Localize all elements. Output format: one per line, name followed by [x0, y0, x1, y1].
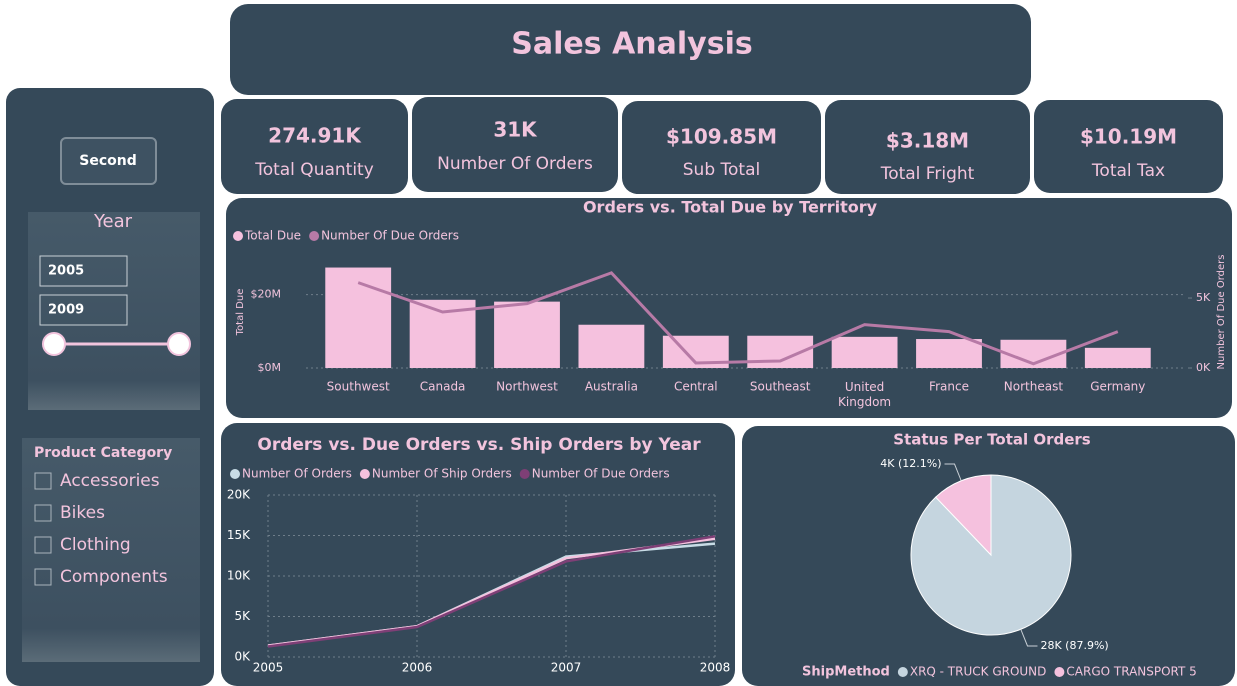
y-tick-label: 20K — [227, 488, 251, 502]
kpi-card — [412, 97, 618, 192]
pie-slice — [935, 474, 992, 557]
x-tick-label: Northeast — [1004, 380, 1064, 394]
checkbox[interactable] — [34, 536, 52, 554]
kpi-value: $10.19M — [1080, 125, 1177, 149]
leader-line — [1020, 629, 1038, 647]
chart-title: Status Per Total Orders — [893, 431, 1091, 449]
legend-marker — [359, 469, 370, 479]
page-title: Sales Analysis — [511, 27, 752, 62]
x-tick-label: United Kingdom — [838, 380, 891, 409]
bar — [578, 324, 645, 368]
legend-label: Number Of Ship Orders — [372, 467, 512, 481]
year-slicer — [28, 212, 200, 410]
y-tick-label: 5K — [234, 609, 251, 623]
legend-marker — [897, 667, 908, 677]
y-tick-label: 0K — [234, 650, 251, 664]
legend-label: XRQ - TRUCK GROUND — [910, 665, 1047, 679]
chart-title: Orders vs. Due Orders vs. Ship Orders by… — [257, 435, 701, 455]
legend-marker — [1054, 667, 1065, 677]
bar — [916, 339, 982, 368]
line-series — [357, 271, 1119, 366]
y-tick-label: $0M — [258, 361, 282, 374]
option-label[interactable]: Accessories — [60, 471, 160, 491]
x-tick-label: Northwest — [496, 380, 558, 394]
bar — [831, 336, 898, 368]
category-slicer — [22, 438, 200, 662]
slicer-title: Year — [93, 211, 133, 232]
legend-marker — [309, 231, 320, 241]
x-tick-label: 2007 — [551, 661, 582, 675]
slider-handle[interactable] — [167, 332, 191, 356]
y2-tick-label: 0K — [1196, 361, 1211, 374]
bar — [494, 301, 560, 368]
kpi-label: Total Quantity — [254, 160, 374, 180]
bar — [325, 267, 392, 368]
slicer-title: Product Category — [34, 445, 172, 461]
kpi-card — [825, 100, 1030, 194]
header-panel — [230, 4, 1031, 95]
slider-handle[interactable] — [42, 332, 66, 356]
legend-marker — [519, 469, 530, 479]
x-tick-label: 2005 — [253, 661, 284, 675]
kpi-value: 31K — [493, 118, 538, 142]
chart-panel — [221, 423, 735, 686]
legend-label: Number Of Due Orders — [321, 229, 459, 243]
line-series — [267, 535, 716, 648]
chart-title: Orders vs. Total Due by Territory — [583, 198, 878, 217]
x-tick-label: 2006 — [402, 661, 433, 675]
year-input[interactable] — [39, 255, 128, 287]
legend-title: ShipMethod — [802, 665, 890, 680]
mode-button[interactable] — [60, 137, 157, 185]
y-tick-label: 15K — [227, 528, 251, 542]
checkbox[interactable] — [34, 504, 52, 522]
legend-label: Total Due — [244, 229, 301, 243]
x-tick-label: Germany — [1090, 380, 1145, 394]
data-label: 4K (12.1%) — [880, 457, 941, 470]
legend-label: Number Of Orders — [242, 467, 352, 481]
kpi-label: Sub Total — [683, 160, 760, 180]
data-label: 28K (87.9%) — [1040, 639, 1108, 652]
legend-marker — [233, 231, 243, 241]
y2-tick-label: 5K — [1196, 291, 1211, 304]
y-tick-label: 10K — [227, 569, 251, 583]
legend-label: CARGO TRANSPORT 5 — [1066, 665, 1196, 679]
y-axis-title: Total Due — [235, 289, 246, 337]
option-label[interactable]: Clothing — [60, 535, 131, 555]
bar — [1084, 347, 1151, 368]
x-tick-label: 2008 — [700, 661, 731, 675]
checkbox[interactable] — [34, 472, 52, 490]
kpi-value: 274.91K — [268, 124, 362, 148]
x-tick-label: Southwest — [327, 380, 390, 394]
kpi-card — [622, 101, 821, 194]
kpi-value: $109.85M — [666, 125, 777, 149]
button-label[interactable]: Second — [79, 153, 136, 169]
x-tick-label: Canada — [420, 380, 466, 394]
year-from[interactable]: 2005 — [48, 264, 84, 279]
kpi-card — [221, 99, 408, 194]
checkbox[interactable] — [34, 568, 52, 586]
year-input[interactable] — [39, 294, 128, 326]
leader-line — [944, 463, 962, 481]
kpi-label: Total Fright — [880, 164, 975, 184]
x-tick-label: Australia — [585, 380, 638, 394]
kpi-card — [1034, 100, 1223, 193]
kpi-label: Number Of Orders — [437, 154, 593, 174]
x-tick-label: Central — [674, 380, 718, 394]
year-to[interactable]: 2009 — [48, 303, 84, 318]
y-tick-label: $20M — [251, 288, 282, 301]
kpi-label: Total Tax — [1091, 161, 1165, 181]
kpi-value: $3.18M — [886, 129, 969, 153]
x-tick-label: France — [929, 380, 969, 394]
legend-marker — [230, 469, 240, 479]
legend-label: Number Of Due Orders — [532, 467, 670, 481]
option-label[interactable]: Components — [60, 567, 168, 587]
option-label[interactable]: Bikes — [60, 503, 105, 523]
x-tick-label: Southeast — [750, 380, 811, 394]
y2-axis-title: Number Of Due Orders — [1216, 255, 1227, 370]
